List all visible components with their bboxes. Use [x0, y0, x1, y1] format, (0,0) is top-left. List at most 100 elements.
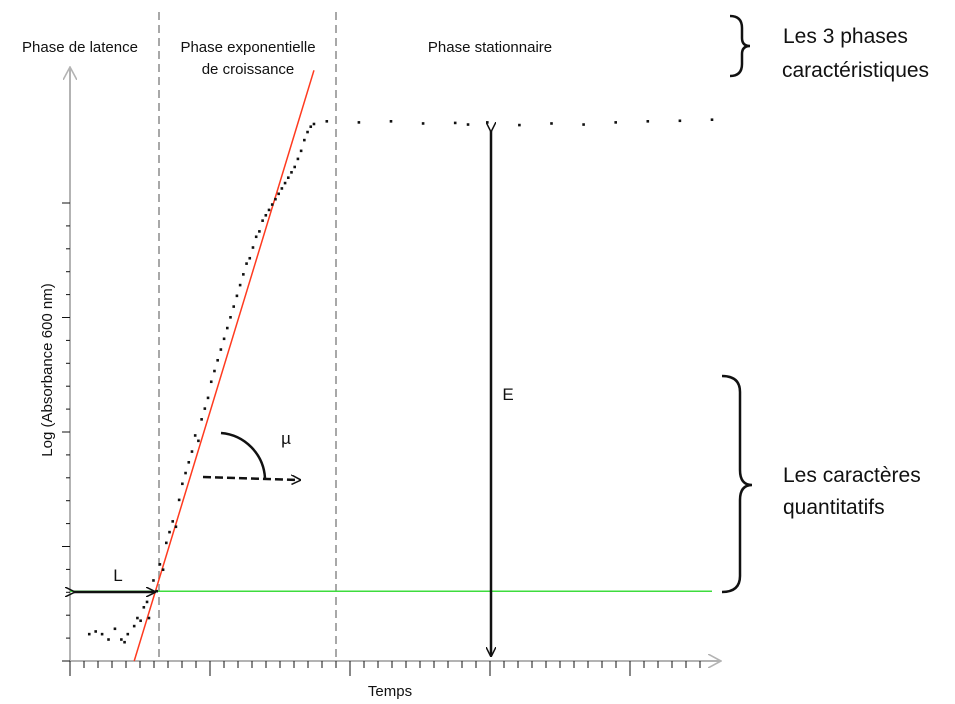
max-growth-label: E	[502, 385, 513, 404]
data-point	[132, 624, 136, 628]
y-axis-label: Log (Absorbance 600 nm)	[39, 283, 56, 456]
data-point	[139, 619, 142, 623]
data-point	[277, 192, 280, 196]
data-point	[152, 579, 155, 582]
mu-reference-arrow	[202, 477, 300, 480]
exponential-slope-line	[133, 70, 315, 662]
data-point	[582, 123, 585, 126]
data-point	[299, 149, 303, 153]
data-point	[206, 396, 210, 400]
data-point	[219, 348, 223, 351]
data-point	[357, 121, 361, 124]
data-point	[290, 171, 293, 174]
data-point	[197, 439, 200, 443]
data-point	[678, 119, 682, 123]
x-axis-ticks	[69, 661, 701, 676]
quantitative-bracket-label-line-2: quantitatifs	[783, 496, 885, 519]
data-point	[486, 121, 489, 124]
data-point	[100, 632, 104, 636]
data-point	[209, 380, 213, 384]
data-point	[646, 120, 650, 123]
data-point	[303, 138, 306, 142]
data-point	[187, 461, 191, 464]
data-point	[251, 246, 255, 249]
phase-label-exponential-line-1: Phase exponentielle	[180, 39, 315, 56]
data-point	[254, 235, 258, 239]
data-point	[274, 197, 277, 201]
data-point	[120, 638, 123, 641]
data-point	[126, 632, 130, 636]
data-point	[264, 213, 268, 217]
data-point	[614, 121, 617, 124]
data-point	[267, 208, 271, 212]
data-point	[306, 130, 309, 134]
data-point	[309, 125, 313, 128]
data-point	[550, 122, 553, 125]
data-point	[147, 616, 151, 620]
data-point	[238, 283, 242, 287]
mu-angle-arc	[220, 431, 267, 479]
data-point	[296, 157, 300, 161]
data-point	[136, 616, 139, 620]
phases-bracket-label-line-2: caractéristiques	[782, 59, 929, 82]
data-point	[222, 337, 226, 341]
data-point	[710, 118, 714, 122]
data-point	[270, 203, 274, 206]
data-point	[168, 530, 171, 534]
data-point	[193, 434, 197, 437]
data-point	[248, 256, 252, 260]
data-point	[177, 498, 181, 502]
data-point	[229, 316, 232, 319]
data-point	[518, 123, 521, 127]
data-point	[113, 627, 117, 631]
data-point	[203, 407, 207, 410]
data-point	[245, 262, 248, 265]
data-point	[421, 122, 425, 125]
data-points	[87, 118, 714, 644]
y-axis-ticks	[62, 202, 70, 662]
data-point	[216, 358, 219, 362]
data-point	[87, 632, 91, 636]
data-point	[286, 176, 290, 179]
data-point	[213, 369, 216, 373]
data-point	[312, 122, 316, 126]
data-point	[123, 640, 126, 644]
data-point	[171, 520, 175, 523]
data-point	[107, 638, 110, 641]
phase-label-exponential-line-2: de croissance	[202, 61, 295, 78]
data-point	[184, 471, 187, 475]
data-point	[161, 568, 165, 572]
data-point	[225, 326, 229, 330]
quantitative-bracket	[721, 374, 753, 594]
data-point	[389, 120, 393, 123]
data-point	[165, 541, 168, 545]
data-point	[158, 563, 162, 566]
data-point	[466, 123, 470, 126]
data-point	[235, 294, 239, 298]
data-point	[181, 482, 184, 486]
data-point	[232, 305, 236, 308]
data-point	[283, 181, 287, 185]
data-point	[94, 630, 97, 633]
phase-label-lag: Phase de latence	[22, 39, 138, 56]
data-point	[155, 589, 158, 593]
lag-duration-label: L	[113, 566, 122, 585]
data-point	[325, 120, 329, 123]
data-point	[142, 606, 146, 609]
data-point	[174, 525, 178, 529]
data-point	[242, 273, 245, 276]
quantitative-bracket-label-line-1: Les caractères	[783, 464, 921, 487]
data-point	[258, 230, 261, 233]
data-point	[261, 219, 264, 222]
data-point	[200, 418, 203, 421]
phases-bracket-label-line-1: Les 3 phases	[783, 25, 908, 48]
data-point	[293, 165, 296, 169]
data-point	[190, 450, 194, 453]
mu-label: µ	[281, 429, 291, 448]
data-point	[145, 600, 149, 604]
x-axis-label: Temps	[368, 683, 412, 700]
phases-bracket	[729, 14, 751, 78]
data-point	[280, 187, 284, 190]
phase-label-stationary: Phase stationnaire	[428, 39, 552, 56]
